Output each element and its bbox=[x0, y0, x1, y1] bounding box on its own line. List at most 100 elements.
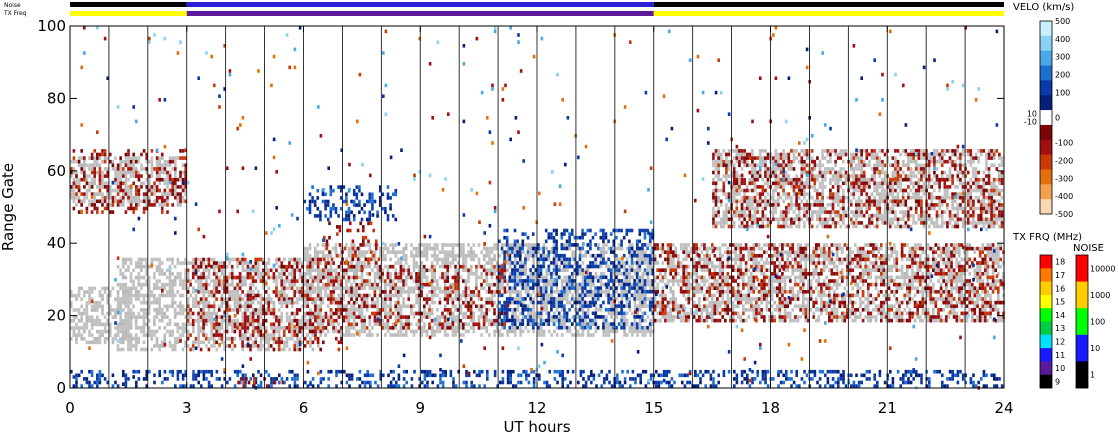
range-cell bbox=[137, 261, 141, 265]
range-cell bbox=[352, 304, 356, 308]
range-cell bbox=[270, 300, 273, 305]
range-cell bbox=[121, 282, 125, 287]
range-cell bbox=[127, 264, 130, 269]
range-cell bbox=[166, 293, 169, 298]
range-cell bbox=[514, 290, 517, 294]
range-cell bbox=[739, 318, 743, 323]
range-cell bbox=[347, 246, 351, 251]
range-cell bbox=[794, 318, 797, 323]
range-cell bbox=[436, 318, 439, 323]
range-cell bbox=[560, 333, 564, 337]
range-cell bbox=[220, 318, 224, 323]
range-cell bbox=[220, 286, 224, 291]
range-cell bbox=[895, 308, 899, 312]
range-cell bbox=[664, 282, 667, 287]
range-cell bbox=[932, 282, 935, 287]
range-cell bbox=[833, 243, 836, 247]
range-cell bbox=[747, 257, 750, 262]
range-cell bbox=[171, 293, 174, 298]
range-cell bbox=[111, 308, 115, 312]
range-cell bbox=[399, 279, 403, 283]
range-cell bbox=[560, 282, 564, 287]
range-cell bbox=[454, 297, 457, 301]
range-cell bbox=[381, 257, 385, 262]
range-cell bbox=[246, 268, 250, 273]
range-cell bbox=[612, 304, 616, 308]
range-cell bbox=[534, 275, 538, 280]
range-cell bbox=[270, 336, 273, 341]
range-cell bbox=[485, 254, 489, 258]
range-cell bbox=[407, 275, 411, 280]
range-cell bbox=[628, 329, 632, 334]
range-cell bbox=[420, 243, 424, 247]
range-cell bbox=[428, 315, 431, 319]
range-cell bbox=[433, 329, 437, 334]
range-cell bbox=[101, 297, 104, 301]
range-cell bbox=[365, 250, 369, 254]
range-cell bbox=[197, 315, 200, 319]
range-cell bbox=[277, 293, 281, 298]
range-cell bbox=[752, 250, 756, 254]
range-cell bbox=[799, 279, 802, 283]
range-cell bbox=[656, 261, 659, 265]
range-cell bbox=[303, 304, 307, 309]
range-cell bbox=[264, 340, 268, 345]
range-cell bbox=[867, 315, 870, 319]
range-cell bbox=[420, 326, 424, 330]
range-cell bbox=[615, 279, 619, 283]
range-cell bbox=[482, 326, 486, 330]
range-cell bbox=[687, 293, 691, 298]
range-cell bbox=[679, 246, 683, 251]
range-cell bbox=[781, 250, 784, 254]
range-cell bbox=[848, 300, 852, 305]
range-cell bbox=[783, 282, 787, 287]
range-cell bbox=[389, 311, 392, 316]
range-cell bbox=[820, 311, 823, 316]
range-cell bbox=[532, 304, 535, 308]
range-cell bbox=[636, 286, 639, 290]
range-cell bbox=[124, 333, 128, 337]
range-cell bbox=[462, 315, 465, 319]
range-cell bbox=[158, 279, 161, 283]
range-cell bbox=[760, 293, 763, 298]
range-cell bbox=[412, 286, 416, 290]
range-cell bbox=[799, 268, 802, 272]
range-cell bbox=[210, 344, 213, 348]
range-cell bbox=[147, 300, 151, 305]
range-cell bbox=[848, 315, 852, 319]
range-cell bbox=[443, 257, 447, 262]
range-cell bbox=[822, 279, 826, 283]
range-cell bbox=[306, 261, 310, 265]
range-cell bbox=[114, 315, 117, 319]
range-cell bbox=[592, 322, 595, 326]
range-cell bbox=[705, 297, 709, 301]
range-cell bbox=[644, 300, 647, 305]
range-cell bbox=[726, 279, 730, 283]
range-cell bbox=[573, 308, 577, 312]
range-cell bbox=[804, 261, 808, 265]
range-cell bbox=[116, 177, 120, 182]
range-cell bbox=[493, 290, 496, 294]
range-cell bbox=[594, 297, 598, 301]
range-cell bbox=[576, 293, 580, 298]
range-cell bbox=[477, 308, 481, 312]
range-cell bbox=[908, 293, 912, 298]
range-cell bbox=[103, 167, 107, 171]
range-cell bbox=[656, 318, 659, 323]
range-cell bbox=[633, 268, 637, 272]
range-cell bbox=[519, 243, 522, 247]
range-cell bbox=[430, 275, 434, 280]
range-cell bbox=[835, 257, 839, 262]
range-cell bbox=[106, 329, 109, 334]
range-cell bbox=[744, 300, 748, 305]
range-cell bbox=[581, 329, 585, 334]
range-cell bbox=[288, 279, 291, 283]
range-cell bbox=[321, 254, 325, 258]
range-cell bbox=[607, 290, 611, 294]
range-cell bbox=[820, 250, 823, 254]
range-cell bbox=[846, 243, 849, 247]
range-cell bbox=[257, 322, 260, 327]
range-cell bbox=[122, 170, 125, 175]
range-cell bbox=[887, 264, 891, 269]
range-cell bbox=[532, 257, 535, 262]
